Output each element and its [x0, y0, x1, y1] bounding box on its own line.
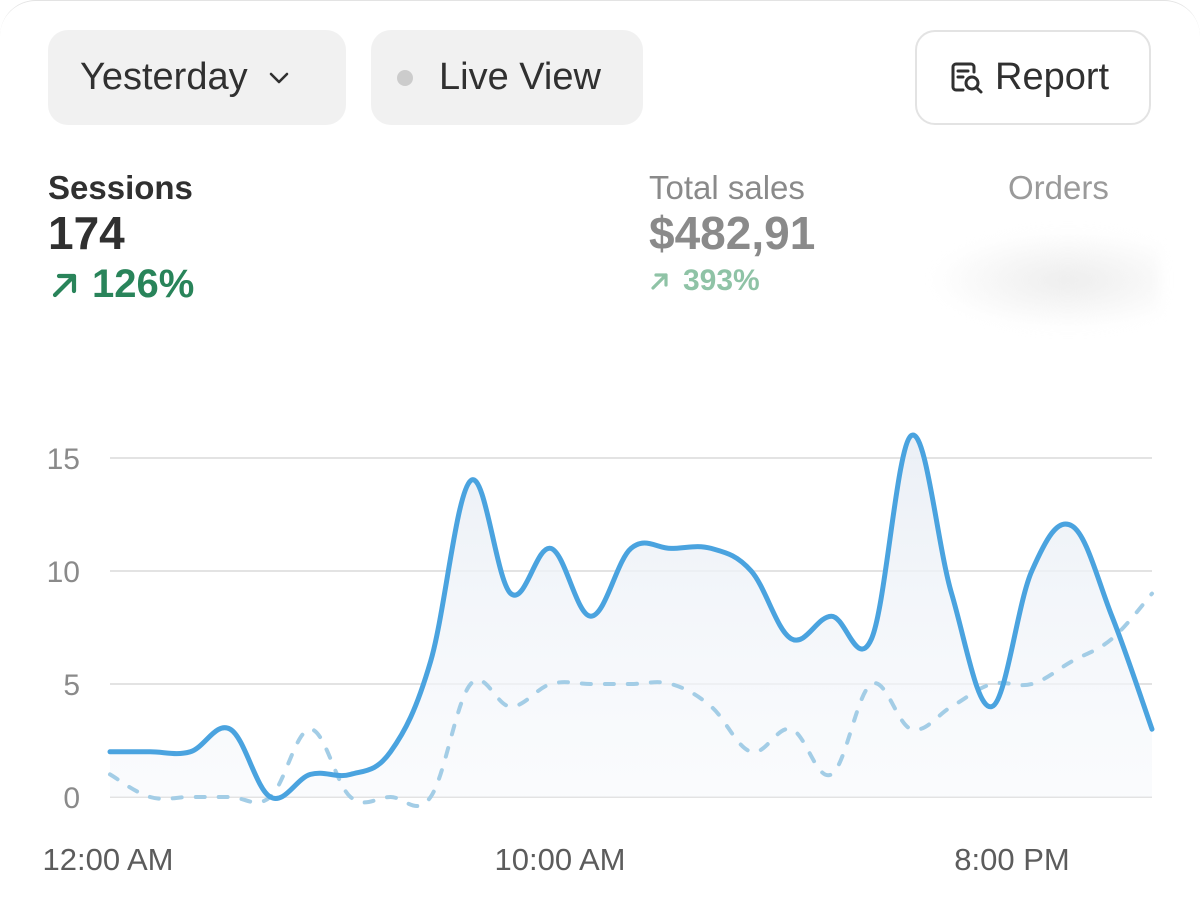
report-button[interactable]: Report [915, 30, 1151, 125]
sessions-metric[interactable]: Sessions 174 126% [48, 170, 194, 307]
total-sales-change: 393% [649, 264, 815, 298]
primary-series-area [110, 435, 1152, 799]
orders-label: Orders [1008, 169, 1109, 206]
arrow-up-right-icon [651, 273, 668, 290]
live-view-label: Live View [439, 56, 601, 98]
sessions-change: 126% [48, 262, 194, 307]
date-range-label: Yesterday [80, 56, 248, 98]
x-tick-label: 12:00 AM [43, 842, 174, 877]
y-axis-ticks: 0 5 10 15 [47, 443, 80, 815]
total-sales-label: Total sales [649, 169, 805, 206]
sessions-value: 174 [48, 207, 125, 259]
report-search-icon [947, 58, 987, 98]
orders-faded-preview [930, 230, 1160, 330]
y-tick-label: 15 [47, 443, 80, 476]
total-sales-change-value: 393% [683, 264, 760, 297]
x-tick-label: 10:00 AM [495, 842, 626, 877]
sessions-change-value: 126% [92, 262, 195, 306]
x-axis-ticks: 12:00 AM 10:00 AM 8:00 PM [43, 842, 1070, 877]
live-view-button[interactable]: Live View [371, 30, 643, 125]
chevron-down-icon [268, 71, 290, 85]
date-range-dropdown[interactable]: Yesterday [48, 30, 346, 125]
primary-series-line [107, 432, 1155, 801]
total-sales-metric[interactable]: Total sales $482,91 393% [649, 170, 815, 298]
total-sales-value: $482,91 [649, 207, 816, 259]
y-tick-label: 10 [47, 556, 80, 589]
y-tick-label: 5 [63, 669, 80, 702]
x-tick-label: 8:00 PM [954, 842, 1069, 877]
arrow-up-right-icon [52, 273, 77, 297]
y-tick-label: 0 [63, 782, 80, 815]
orders-metric[interactable]: Orders [1008, 170, 1109, 206]
report-label: Report [995, 56, 1110, 98]
sessions-line-chart: 0 5 10 15 12:00 AM 10:00 AM 8:00 PM [43, 432, 1155, 877]
comparison-series-line [108, 591, 1154, 808]
sessions-label: Sessions [48, 169, 193, 206]
live-status-dot [397, 69, 413, 86]
